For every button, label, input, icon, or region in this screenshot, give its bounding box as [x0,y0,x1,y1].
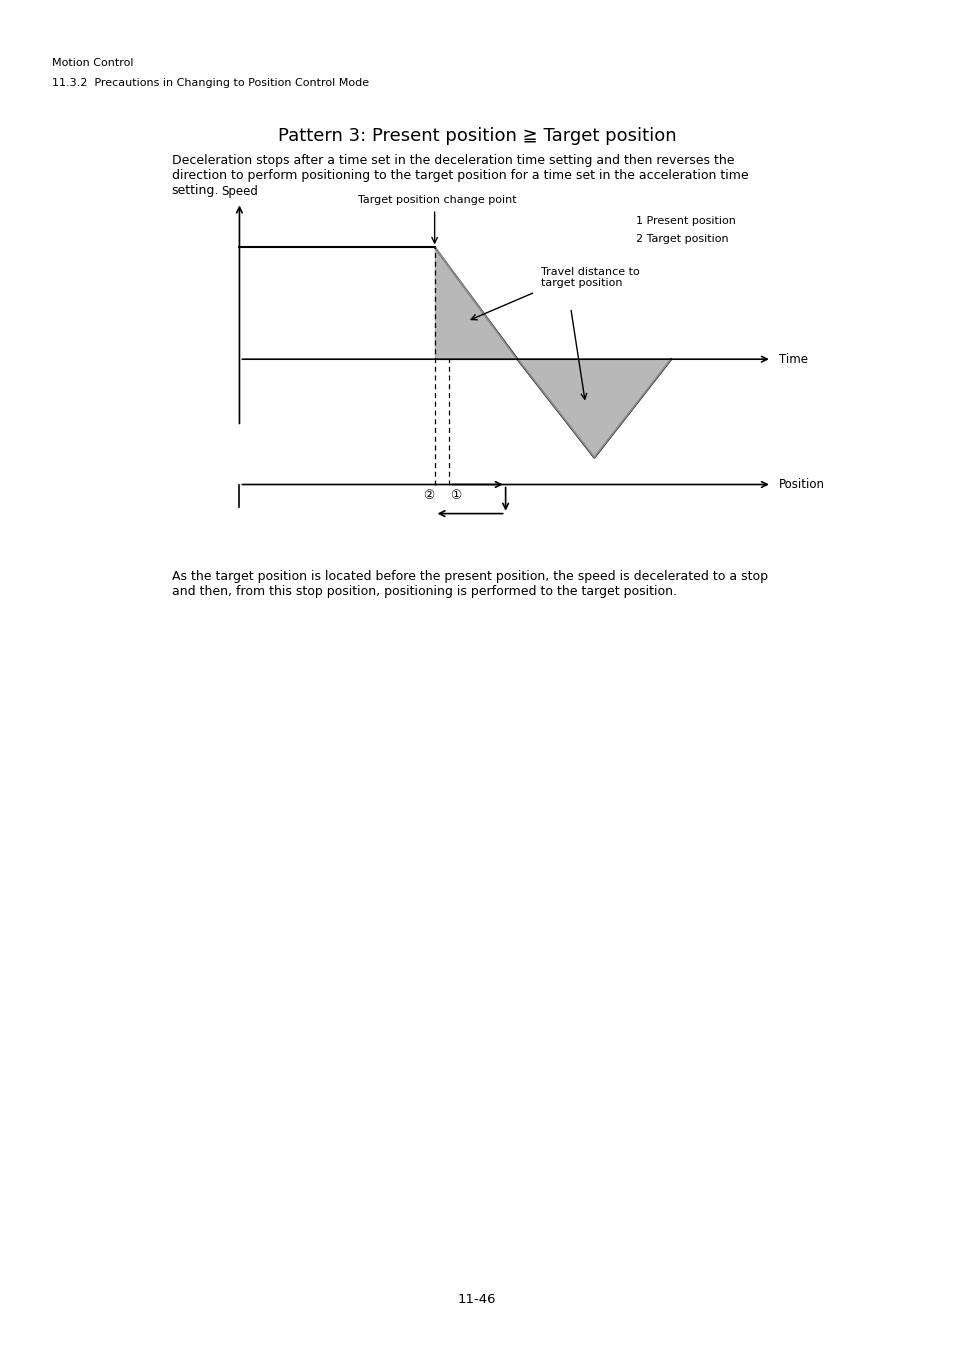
Text: ①: ① [449,489,460,503]
Text: Position: Position [778,478,824,490]
Text: 11.3.2  Precautions in Changing to Position Control Mode: 11.3.2 Precautions in Changing to Positi… [52,78,369,88]
Text: Motion Control: Motion Control [52,58,133,68]
Text: Pattern 3: Present position ≧ Target position: Pattern 3: Present position ≧ Target pos… [277,127,676,145]
Text: Time: Time [778,353,807,366]
Text: 2 Target position: 2 Target position [635,234,727,245]
Text: ②: ② [423,489,434,503]
Text: 1 Present position: 1 Present position [635,216,735,226]
Text: Target position change point: Target position change point [358,195,517,205]
Polygon shape [517,359,671,458]
Text: Deceleration stops after a time set in the deceleration time setting and then re: Deceleration stops after a time set in t… [172,154,747,197]
Text: Travel distance to
target position: Travel distance to target position [540,267,639,289]
Text: As the target position is located before the present position, the speed is dece: As the target position is located before… [172,570,767,598]
Text: 11-46: 11-46 [457,1293,496,1306]
Polygon shape [435,247,517,359]
Text: Speed: Speed [221,185,258,199]
